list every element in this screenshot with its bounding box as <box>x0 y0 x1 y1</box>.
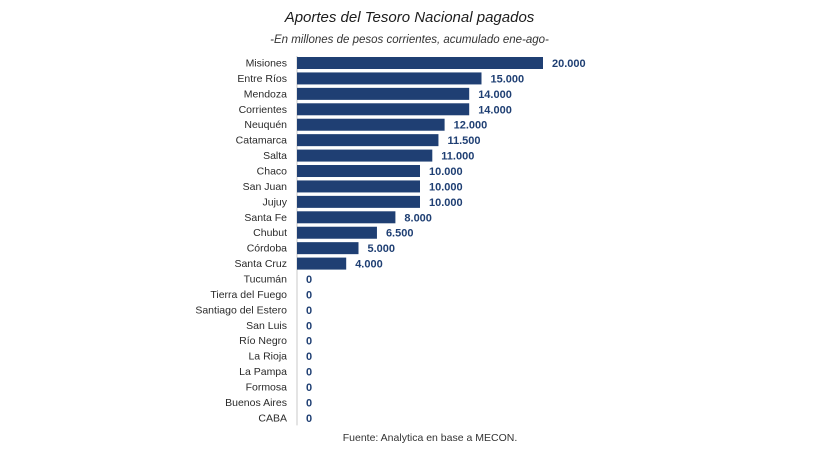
category-label: Mendoza <box>244 88 287 100</box>
data-label: 0 <box>306 274 312 286</box>
data-label: 14.000 <box>478 89 512 101</box>
data-label: 0 <box>306 289 312 301</box>
bar-chart: Misiones 20.000 Entre Ríos 15.000 Mendoza 14.… <box>195 56 586 426</box>
data-label: 0 <box>306 367 312 379</box>
data-label: 0 <box>306 305 312 317</box>
category-label: Salta <box>263 150 287 162</box>
bar <box>297 134 439 147</box>
bar <box>297 257 347 270</box>
category-label: La Rioja <box>248 351 287 363</box>
data-label: 14.000 <box>478 104 512 116</box>
category-label: Entre Ríos <box>237 73 287 85</box>
category-label: Tucumán <box>244 274 288 286</box>
category-label: Tierra del Fuego <box>210 289 287 301</box>
category-label: Misiones <box>246 58 287 70</box>
bar <box>297 226 377 239</box>
data-label: 10.000 <box>429 166 463 178</box>
bar <box>297 57 543 69</box>
data-label: 11.500 <box>447 135 480 147</box>
chart-title: Aportes del Tesoro Nacional pagados <box>284 9 535 26</box>
data-label: 15.000 <box>491 73 525 85</box>
category-label: Buenos Aires <box>225 397 287 409</box>
category-label: Jujuy <box>262 196 287 208</box>
bar <box>297 242 359 255</box>
data-label: 0 <box>306 320 312 332</box>
data-label: 20.000 <box>552 58 586 70</box>
category-label: Santa Cruz <box>234 258 287 270</box>
data-label: 5.000 <box>368 243 396 255</box>
bar <box>297 180 420 193</box>
data-label: 12.000 <box>454 120 488 132</box>
category-label: Neuquén <box>244 119 287 131</box>
category-label: Santiago del Estero <box>195 304 287 316</box>
category-label: CABA <box>258 412 287 424</box>
data-label: 11.000 <box>441 151 474 163</box>
data-label: 10.000 <box>429 197 463 209</box>
data-label: 6.500 <box>386 228 414 240</box>
bar <box>297 211 396 224</box>
data-label: 0 <box>306 413 312 425</box>
category-label: Formosa <box>246 382 288 394</box>
bar <box>297 149 433 162</box>
data-label: 10.000 <box>429 181 463 193</box>
category-label: Córdoba <box>247 243 287 255</box>
category-label: La Pampa <box>239 366 287 378</box>
bar <box>297 165 420 178</box>
category-label: Catamarca <box>236 135 288 147</box>
category-label: San Luis <box>246 320 287 332</box>
bar <box>297 72 482 85</box>
bar <box>297 87 470 100</box>
bar <box>297 118 445 131</box>
data-label: 4.000 <box>355 259 383 271</box>
data-label: 0 <box>306 351 312 363</box>
data-label: 8.000 <box>404 212 432 224</box>
category-label: Chaco <box>257 166 288 178</box>
category-label: Santa Fe <box>244 212 287 224</box>
chart-subtitle: -En millones de pesos corrientes, acumul… <box>270 34 549 46</box>
data-label: 0 <box>306 336 312 348</box>
bar <box>297 103 470 116</box>
category-label: Corrientes <box>239 104 287 116</box>
source-note: Fuente: Analytica en base a MECON. <box>342 432 518 444</box>
data-label: 0 <box>306 397 312 409</box>
category-label: San Juan <box>243 181 288 193</box>
data-label: 0 <box>306 382 312 394</box>
category-label: Río Negro <box>239 335 287 347</box>
bar <box>297 195 420 208</box>
category-label: Chubut <box>253 227 287 239</box>
